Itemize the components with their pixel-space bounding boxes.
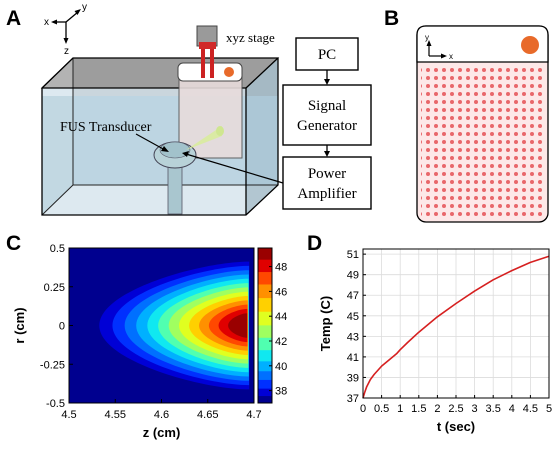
colorbar-tick-label: 40 bbox=[275, 361, 287, 373]
stage-label: xyz stage bbox=[226, 30, 275, 45]
line-ylabel: Temp (C) bbox=[318, 296, 333, 351]
heatmap-y-tick-label: 0 bbox=[59, 321, 65, 333]
colorbar-band-10 bbox=[258, 283, 272, 299]
line-x-tick-label: 0.5 bbox=[374, 403, 389, 415]
axes-indicator-a: x y z bbox=[44, 2, 87, 57]
line-y-tick-label: 39 bbox=[347, 372, 359, 384]
line-y-tick-label: 51 bbox=[347, 249, 359, 261]
line-x-tick-label: 2.5 bbox=[448, 403, 463, 415]
colorbar-band-4 bbox=[258, 360, 272, 372]
heatmap-x-tick-label: 4.7 bbox=[246, 409, 261, 421]
heatmap-x-tick-label: 4.55 bbox=[105, 409, 126, 421]
line-y-tick-label: 37 bbox=[347, 393, 359, 405]
panel-d-letter: D bbox=[307, 232, 322, 255]
line-x-tick-label: 0 bbox=[360, 403, 366, 415]
line-x-tick-label: 1.5 bbox=[411, 403, 426, 415]
colorbar-band-2 bbox=[258, 379, 272, 389]
colorbar-band-11 bbox=[258, 271, 272, 285]
line-x-tick-label: 4.5 bbox=[523, 403, 538, 415]
panel-a-letter: A bbox=[6, 7, 21, 30]
axis-z-label-a: z bbox=[64, 46, 69, 57]
line-xlabel: t (sec) bbox=[437, 419, 475, 434]
heatmap-x-tick-label: 4.6 bbox=[154, 409, 169, 421]
heatmap-y-tick-label: -0.25 bbox=[40, 359, 65, 371]
panel-b-letter: B bbox=[384, 7, 399, 30]
heatmap-ylabel: r (cm) bbox=[12, 307, 27, 343]
heatmap-x-tick-label: 4.5 bbox=[61, 409, 76, 421]
axes-indicator-b: y x bbox=[425, 33, 453, 61]
colorbar-band-1 bbox=[258, 388, 272, 397]
line-y-tick-label: 49 bbox=[347, 270, 359, 282]
sample-plate bbox=[177, 62, 243, 159]
heatmap-y-tick-label: 0.25 bbox=[44, 282, 65, 294]
sample-marker bbox=[224, 67, 234, 77]
line-x-tick-label: 1 bbox=[397, 403, 403, 415]
axis-x-label-a: x bbox=[44, 17, 49, 28]
water-tank bbox=[40, 57, 280, 216]
contour-level-13 bbox=[228, 313, 248, 338]
line-chart-frame bbox=[362, 248, 550, 399]
signal-label-2: Generator bbox=[297, 118, 357, 134]
panel-b: B y x bbox=[384, 7, 549, 223]
signal-generator-box bbox=[282, 84, 372, 146]
line-x-tick-label: 3.5 bbox=[486, 403, 501, 415]
colorbar-tick-label: 44 bbox=[275, 311, 287, 323]
colorbar-tick-label: 48 bbox=[275, 262, 287, 274]
panel-c-letter: C bbox=[6, 232, 21, 255]
pc-label: PC bbox=[318, 47, 336, 63]
colorbar-band-13 bbox=[258, 248, 272, 260]
axis-x-label-b: x bbox=[449, 52, 453, 61]
xyz-stage: xyz stage bbox=[196, 25, 275, 78]
line-x-tick-label: 4 bbox=[509, 403, 515, 415]
power-label-2: Amplifier bbox=[297, 186, 356, 202]
heatmap-contours bbox=[69, 248, 254, 403]
colorbar-band-8 bbox=[258, 311, 272, 326]
power-label-1: Power bbox=[308, 166, 346, 182]
line-y-tick-label: 43 bbox=[347, 331, 359, 343]
line-y-tick-label: 47 bbox=[347, 290, 359, 302]
colorbar-band-7 bbox=[258, 324, 272, 338]
transducer-label: FUS Transducer bbox=[60, 120, 152, 135]
heatmap-y-tick-label: 0.5 bbox=[50, 243, 65, 255]
temperature-chart: 0 0.5 1 1.5 2 2.5 3 3.5 4 4.5 5 51 49 47 45 43 41 39 37 t (… bbox=[318, 248, 552, 434]
colorbar-band-3 bbox=[258, 370, 272, 380]
heatmap-y-tick-label: -0.5 bbox=[46, 398, 65, 410]
colorbar-band-12 bbox=[258, 259, 272, 273]
line-x-tick-label: 5 bbox=[546, 403, 552, 415]
line-x-tick-label: 3 bbox=[472, 403, 478, 415]
panel-d: D 0 0.5 1 1.5 2 2.5 3 3.5 4 4.5 5 51 49 47 45 43 41 39 37 t… bbox=[307, 232, 552, 434]
well-grid bbox=[421, 66, 544, 218]
colorbar: 48 46 44 42 40 38 bbox=[257, 247, 287, 404]
axis-y-label-b: y bbox=[425, 33, 429, 42]
signal-label-1: Signal bbox=[308, 98, 346, 114]
colorbar-band-6 bbox=[258, 337, 272, 351]
line-x-tick-label: 2 bbox=[434, 403, 440, 415]
heatmap-x-tick-label: 4.65 bbox=[197, 409, 218, 421]
block-diagram: PC Signal Generator Power Amplifier bbox=[182, 37, 372, 210]
colorbar-tick-label: 38 bbox=[275, 386, 287, 398]
heatmap-xlabel: z (cm) bbox=[143, 425, 181, 440]
colorbar-band-5 bbox=[258, 349, 272, 362]
colorbar-tick-label: 46 bbox=[275, 286, 287, 298]
axis-y-label-a: y bbox=[82, 2, 87, 13]
colorbar-frame bbox=[257, 247, 273, 404]
colorbar-tick-label: 42 bbox=[275, 336, 287, 348]
line-y-tick-label: 41 bbox=[347, 352, 359, 364]
panel-a: A x y z bbox=[6, 2, 372, 216]
panel-c: C 4.5 4.55 4.6 4.65 4.7 0.5 0.25 0 -0.25 -0.5 z (c… bbox=[6, 232, 287, 440]
colorbar-band-0 bbox=[258, 395, 272, 404]
line-y-tick-label: 45 bbox=[347, 311, 359, 323]
heatmap-chart: 4.5 4.55 4.6 4.65 4.7 0.5 0.25 0 -0.25 -0.5 z (cm)… bbox=[12, 243, 287, 440]
temperature-series-line-0 bbox=[362, 255, 550, 399]
sample-location-marker bbox=[521, 36, 539, 54]
colorbar-band-9 bbox=[258, 297, 272, 312]
